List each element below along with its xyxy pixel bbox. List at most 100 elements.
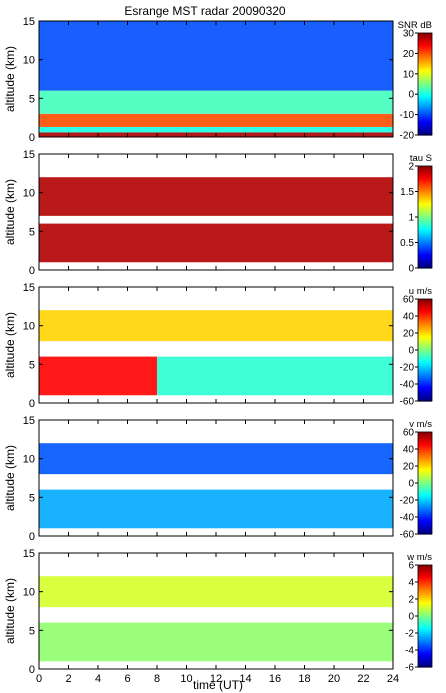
colorbar-segment: [418, 38, 432, 41]
colorbar-segment: [418, 317, 432, 320]
colorbar-segment: [418, 310, 432, 314]
colorbar-segment: [418, 242, 432, 245]
colorbar-segment: [418, 101, 432, 104]
colorbar-segment: [418, 607, 432, 610]
colorbar-segment: [418, 501, 432, 504]
colorbar-segment: [418, 505, 432, 508]
colorbar-segment: [418, 89, 432, 92]
colorbar-segment: [418, 513, 432, 516]
colorbar-segment: [418, 123, 432, 126]
colorbar-segment: [418, 245, 432, 249]
colorbar-segment: [418, 477, 432, 481]
colorbar-segment: [418, 353, 432, 356]
colorbar-segment: [418, 90, 432, 94]
colorbar-segment: [418, 592, 432, 595]
colorbar-segment: [418, 646, 432, 649]
colorbar-segment: [418, 344, 432, 348]
colorbar-segment: [418, 614, 432, 617]
colorbar-segment: [418, 129, 432, 133]
y-tick-label: 0: [29, 132, 35, 144]
colorbar-segment: [418, 377, 432, 380]
colorbar-segment: [418, 67, 432, 70]
colorbar-segment: [418, 433, 432, 436]
colorbar-segment: [418, 331, 432, 334]
colorbar-tick-label: 0: [408, 90, 414, 101]
y-tick-label: 5: [29, 226, 35, 238]
colorbar-segment: [418, 576, 432, 580]
colorbar-segment: [418, 333, 432, 336]
colorbar-tick-label: -6: [405, 663, 414, 674]
colorbar-segment: [418, 435, 432, 438]
colorbar-segment: [418, 60, 432, 63]
colorbar-segment: [418, 302, 432, 305]
colorbar-segment: [418, 34, 432, 37]
colorbar-segment: [418, 520, 432, 523]
colorbar-segment: [418, 450, 432, 453]
colorbar-segment: [418, 370, 432, 373]
data-layer-5: [39, 21, 393, 91]
colorbar-segment: [418, 622, 432, 626]
panel-3: 0 5 10 15 altitude (km) u m/s -60 -40 -20 0 20 40 60: [3, 282, 433, 410]
colorbar-segment: [418, 251, 432, 254]
colorbar-segment: [418, 648, 432, 651]
colorbar-tick-label: -4: [405, 646, 414, 657]
colorbar-frame: [417, 32, 433, 136]
colorbar-segment: [418, 452, 432, 455]
x-tick-label: 18: [298, 673, 310, 685]
colorbar-segment: [418, 644, 432, 648]
colorbar-segment: [418, 367, 432, 370]
colorbar-segment: [418, 264, 432, 267]
colorbar-segment: [418, 220, 432, 223]
colorbar-segment: [418, 131, 432, 134]
colorbar-tick-label: -40: [400, 513, 415, 524]
colorbar-segment: [418, 73, 432, 77]
colorbar-tick-label: -20: [400, 496, 415, 507]
y-tick-label: 5: [29, 93, 35, 105]
y-tick-label: 10: [23, 587, 35, 599]
colorbar-segment: [418, 307, 432, 310]
data-layer-1: [39, 489, 393, 529]
colorbar-tick-label: 60: [403, 295, 415, 306]
colorbar-segment: [418, 503, 432, 506]
colorbar-segment: [418, 56, 432, 60]
colorbar-segment: [418, 610, 432, 614]
colorbar-segment: [418, 358, 432, 361]
data-layer-2: [39, 177, 393, 216]
colorbar-segment: [418, 299, 432, 302]
panel-2: 0 5 10 15 altitude (km) tau S 0 0.5 1 1.5 2: [3, 149, 433, 277]
colorbar-segment: [418, 573, 432, 576]
y-tick-label: 15: [23, 16, 35, 28]
colorbar-segment: [418, 399, 432, 402]
colorbar-segment: [418, 631, 432, 634]
colorbar-segment: [418, 327, 432, 331]
colorbar-segment: [418, 51, 432, 54]
colorbar-segment: [418, 457, 432, 460]
colorbar-segment: [418, 365, 432, 368]
colorbar-segment: [418, 80, 432, 83]
colorbar-segment: [418, 304, 432, 307]
colorbar-segment: [418, 656, 432, 660]
colorbar-segment: [418, 443, 432, 447]
colorbar-segment: [418, 382, 432, 385]
colorbar-segment: [418, 643, 432, 646]
colorbar-segment: [418, 109, 432, 112]
colorbar-segment: [418, 449, 432, 452]
colorbar-segment: [418, 213, 432, 216]
colorbar-segment: [418, 583, 432, 586]
colorbar-segment: [418, 119, 432, 122]
colorbar-tick-label: -10: [400, 110, 415, 121]
colorbar-segment: [418, 355, 432, 358]
colorbar-tick-label: 4: [408, 578, 414, 589]
colorbar-segment: [418, 184, 432, 187]
colorbar-segment: [418, 36, 432, 39]
colorbar-segment: [418, 661, 432, 665]
colorbar-segment: [418, 343, 432, 346]
colorbar-segment: [418, 319, 432, 322]
colorbar-segment: [418, 471, 432, 474]
colorbar-segment: [418, 321, 432, 324]
colorbar-segment: [418, 326, 432, 329]
colorbar-segment: [418, 650, 432, 653]
colorbar-segment: [418, 454, 432, 457]
y-tick-label: 15: [23, 149, 35, 161]
colorbar-segment: [418, 348, 432, 351]
